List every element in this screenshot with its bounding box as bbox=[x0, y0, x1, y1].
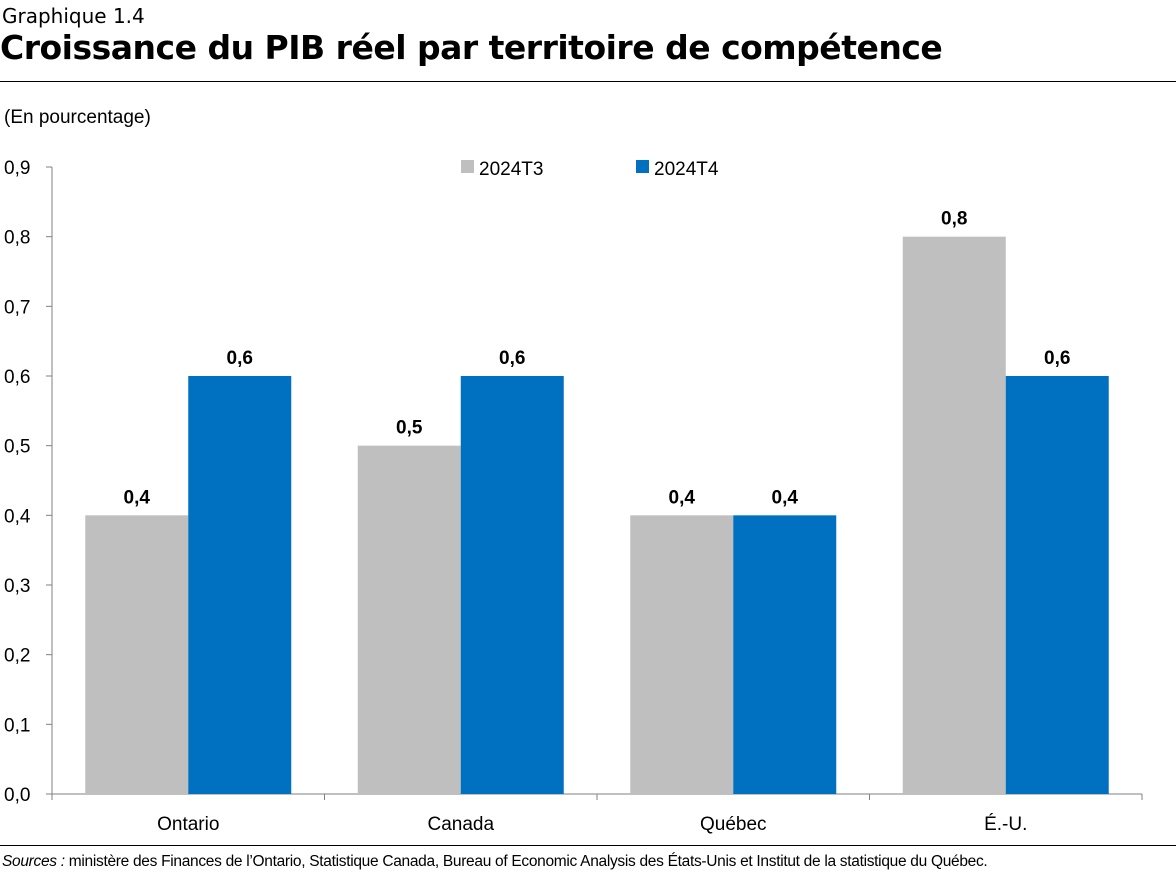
y-tick-label: 0,0 bbox=[4, 785, 30, 806]
chart-number-label: Graphique 1.4 bbox=[2, 4, 145, 28]
bar-2024T3 bbox=[630, 515, 734, 794]
y-tick-label: 0,8 bbox=[4, 228, 30, 249]
x-tick-label: Canada bbox=[427, 814, 494, 835]
data-label: 0,4 bbox=[124, 487, 151, 508]
bar-2024T3 bbox=[357, 445, 461, 794]
y-tick-label: 0,4 bbox=[4, 506, 31, 527]
legend-label-2024T3: 2024T3 bbox=[479, 159, 543, 180]
x-tick-label: Ontario bbox=[157, 814, 219, 835]
legend-label-2024T4: 2024T4 bbox=[654, 159, 719, 180]
source-prefix: Sources : bbox=[2, 853, 65, 870]
bar-2024T4 bbox=[1005, 376, 1109, 794]
data-label: 0,6 bbox=[227, 348, 253, 369]
bar-2024T4 bbox=[733, 515, 837, 794]
top-divider bbox=[0, 81, 1176, 82]
y-axis-unit-label: (En pourcentage) bbox=[4, 107, 151, 128]
source-text: ministère des Finances de l’Ontario, Sta… bbox=[64, 853, 988, 870]
bar-2024T3 bbox=[85, 515, 189, 794]
data-label: 0,6 bbox=[1044, 348, 1070, 369]
y-tick-label: 0,9 bbox=[4, 158, 30, 179]
bar-2024T4 bbox=[460, 376, 564, 794]
data-label: 0,4 bbox=[669, 487, 696, 508]
data-label: 0,8 bbox=[941, 209, 967, 230]
legend-swatch-2024T3 bbox=[461, 160, 474, 173]
bottom-divider bbox=[0, 845, 1176, 846]
chart-title: Croissance du PIB réel par territoire de… bbox=[0, 28, 943, 67]
data-label: 0,6 bbox=[499, 348, 525, 369]
source-note: Sources : ministère des Finances de l’On… bbox=[2, 853, 988, 871]
data-label: 0,4 bbox=[772, 487, 799, 508]
y-tick-label: 0,6 bbox=[4, 367, 30, 388]
legend-swatch-2024T4 bbox=[636, 160, 649, 173]
y-tick-label: 0,5 bbox=[4, 437, 30, 458]
y-tick-label: 0,7 bbox=[4, 297, 30, 318]
y-tick-label: 0,2 bbox=[4, 646, 30, 667]
x-tick-label: Québec bbox=[700, 814, 767, 835]
x-tick-label: É.-U. bbox=[984, 814, 1027, 835]
bar-2024T3 bbox=[902, 236, 1006, 794]
data-label: 0,5 bbox=[396, 418, 423, 439]
y-tick-label: 0,1 bbox=[4, 715, 30, 736]
bar-2024T4 bbox=[188, 376, 292, 794]
y-tick-label: 0,3 bbox=[4, 576, 30, 597]
